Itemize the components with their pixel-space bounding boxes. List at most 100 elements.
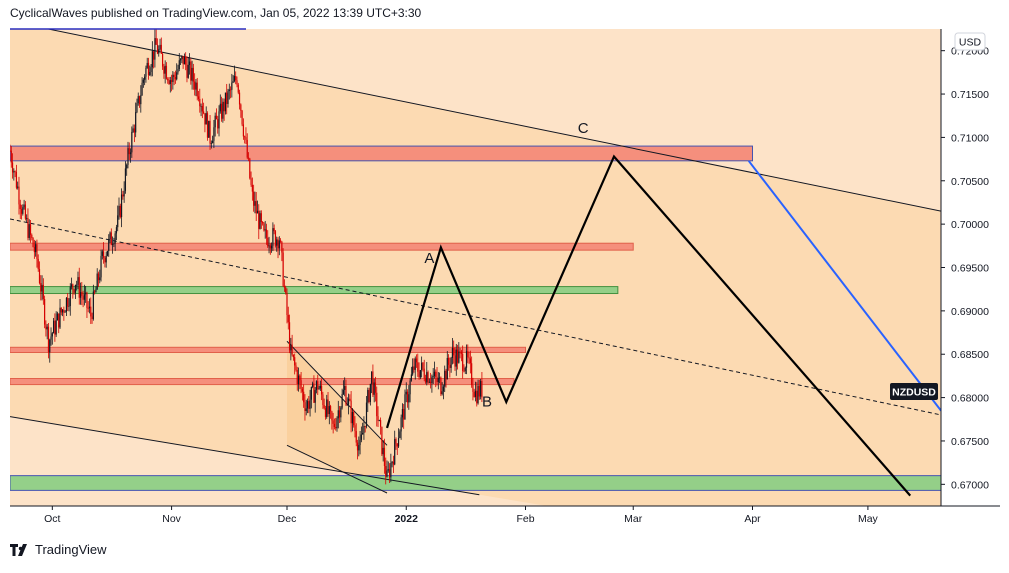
- candle-body: [277, 239, 279, 249]
- candle-body: [376, 392, 378, 417]
- candle-body: [20, 209, 23, 214]
- candle-body: [100, 255, 102, 278]
- candle-body: [11, 162, 14, 173]
- candle-body: [440, 377, 442, 395]
- candle-body: [394, 439, 396, 465]
- candle-body: [386, 470, 388, 477]
- candle-body: [315, 381, 318, 391]
- candle-body: [53, 320, 55, 334]
- candle-body: [177, 69, 179, 73]
- candle-body: [138, 96, 141, 105]
- footer-brand[interactable]: TradingView: [10, 542, 107, 557]
- candles: [10, 29, 483, 485]
- candle-body: [144, 76, 146, 80]
- candle-body: [342, 390, 345, 395]
- time-axis[interactable]: Oct Nov Dec 2022 Feb Mar Apr May: [44, 506, 879, 525]
- channel-mid-line: [10, 218, 941, 416]
- candle-body: [176, 72, 178, 80]
- candle-body: [433, 371, 436, 377]
- zone-red-5: [10, 378, 515, 386]
- price-tick-label: 0.67500: [951, 436, 989, 448]
- candle-body: [418, 371, 420, 378]
- candle-body: [474, 390, 477, 397]
- candle-body: [313, 383, 315, 403]
- price-tick-label: 0.71500: [951, 89, 989, 101]
- candle-body: [68, 306, 70, 307]
- candle-body: [417, 362, 419, 372]
- candle-body: [254, 201, 256, 206]
- candle-body: [444, 370, 446, 387]
- candle-body: [106, 251, 109, 256]
- symbol-label: NZDUSD: [892, 387, 936, 399]
- candle-body: [104, 257, 106, 263]
- candle-body: [374, 382, 377, 393]
- candle-body: [204, 113, 206, 125]
- candle-body: [126, 164, 128, 169]
- candle-body: [37, 258, 39, 270]
- candle-body: [368, 390, 370, 402]
- candle-body: [278, 240, 280, 249]
- candle-body: [404, 394, 406, 420]
- candle-body: [133, 128, 135, 133]
- candle-body: [137, 96, 139, 104]
- candle-body: [117, 215, 119, 228]
- candle-body: [362, 433, 364, 435]
- candle-body: [419, 370, 421, 378]
- candle-body: [405, 391, 407, 395]
- candle-body: [272, 228, 274, 246]
- candle-body: [349, 398, 351, 401]
- candle-body: [259, 213, 261, 229]
- candle-body: [258, 210, 260, 229]
- price-tick-label: 0.70500: [951, 176, 989, 188]
- candle-body: [163, 66, 165, 74]
- candle-body: [217, 119, 219, 129]
- candle-body: [265, 229, 268, 238]
- candle-body: [427, 372, 429, 383]
- candle-body: [15, 171, 18, 188]
- zone-green-3: [10, 286, 619, 295]
- candle-body: [168, 80, 170, 84]
- candle-body: [46, 326, 48, 330]
- candle-body: [150, 67, 152, 72]
- candle-body: [23, 204, 25, 208]
- candle-body: [109, 232, 111, 239]
- candle-body: [111, 244, 114, 245]
- candle-body: [287, 314, 289, 323]
- candle-body: [241, 110, 243, 125]
- candle-body: [333, 423, 336, 427]
- price-tick-label: 0.67000: [951, 479, 989, 491]
- candle-body: [406, 391, 409, 403]
- time-tick-label: May: [858, 513, 879, 525]
- candle-body: [324, 408, 327, 417]
- candle-body: [13, 171, 15, 173]
- candle-body: [240, 104, 242, 111]
- candle-body: [326, 399, 328, 417]
- zone-red-4: [10, 346, 527, 353]
- candle-body: [271, 245, 273, 249]
- candle-body: [119, 205, 121, 218]
- candle-body: [321, 385, 323, 395]
- price-axis[interactable]: 0.720000.715000.710000.705000.700000.695…: [941, 46, 989, 492]
- time-tick-label: Feb: [516, 513, 534, 525]
- plot-area[interactable]: A B C: [9, 21, 941, 568]
- last-price-tag[interactable]: NZDUSD: [890, 383, 938, 400]
- candle-body: [56, 313, 59, 321]
- candle-body: [45, 324, 47, 330]
- candle-body: [165, 65, 168, 79]
- candle-body: [79, 292, 82, 298]
- candle-body: [235, 76, 237, 81]
- candle-body: [462, 353, 464, 371]
- candle-body: [135, 112, 137, 133]
- candle-body: [338, 410, 341, 418]
- candle-body: [237, 84, 239, 93]
- candle-body: [197, 96, 200, 99]
- candle-body: [24, 204, 26, 219]
- currency-badge[interactable]: USD: [954, 32, 986, 51]
- candle-body: [260, 213, 262, 223]
- candle-body: [477, 385, 479, 404]
- candle-body: [292, 354, 295, 358]
- candle-body: [164, 65, 166, 74]
- tradingview-logo-icon: [10, 543, 27, 556]
